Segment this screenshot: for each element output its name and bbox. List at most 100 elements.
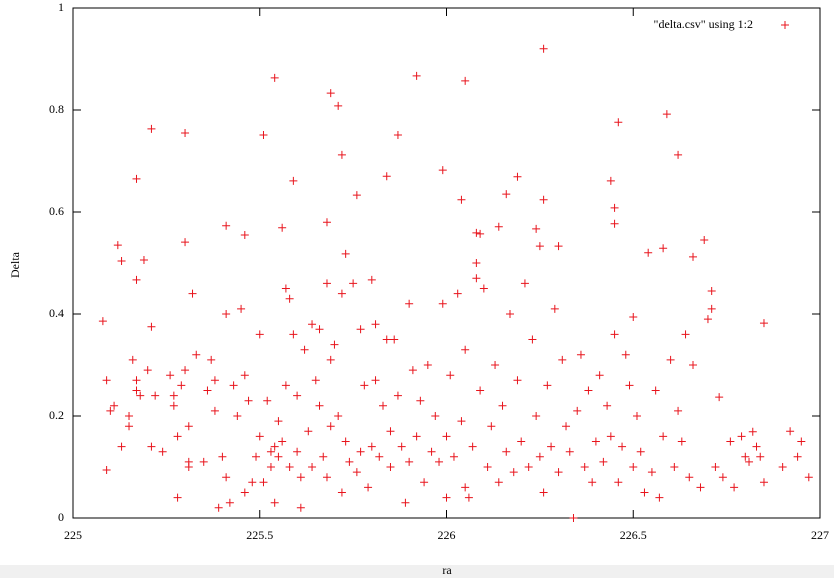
point [326,89,335,98]
point [128,355,137,364]
point [614,478,623,487]
point [132,275,141,284]
point [181,366,190,375]
point [618,442,627,451]
point [726,437,735,446]
x-tick-label: 226.5 [620,528,647,542]
x-tick-label: 225 [64,528,82,542]
point [532,224,541,233]
point [289,176,298,185]
point [457,195,466,204]
point [446,371,455,380]
point [491,361,500,369]
point [539,44,548,53]
point [270,498,279,507]
point [296,473,305,482]
point [420,478,429,487]
point [745,457,754,466]
point [461,345,470,354]
point [393,130,402,139]
point [337,150,346,159]
point [139,255,148,264]
point [274,452,283,461]
point [274,417,283,426]
point [326,422,335,431]
point [304,427,313,436]
point [173,493,182,502]
point [509,468,518,477]
point [554,242,563,251]
point [468,442,477,451]
point [423,361,432,369]
point [696,483,705,492]
point [442,493,451,502]
point [804,473,813,482]
point [741,452,750,461]
point [311,376,320,385]
point [584,386,593,395]
point [386,427,395,436]
point [106,406,115,415]
point [266,447,275,456]
point [659,244,668,253]
point [759,319,768,328]
point [125,422,134,431]
point [147,322,156,331]
point [670,463,679,471]
point [644,248,653,257]
point [285,294,294,303]
point [352,468,361,477]
point [513,172,522,181]
point [222,310,231,318]
point [252,452,261,461]
point [610,219,619,228]
point [296,503,305,512]
point [539,195,548,204]
point [132,386,141,395]
point [752,442,761,451]
point [210,406,219,415]
point [786,427,795,436]
point [102,376,111,385]
point [472,259,481,267]
point [166,371,175,380]
point [416,396,425,405]
point [113,241,122,250]
point [192,350,201,359]
point [505,310,514,318]
point [240,230,249,239]
point [293,391,302,400]
point [700,236,709,245]
point [756,452,765,461]
point [308,463,317,471]
point [181,238,190,247]
point [461,483,470,492]
y-tick-label: 0.8 [49,102,64,116]
point [177,381,186,390]
point [308,320,317,329]
point [711,463,720,471]
point [341,437,350,446]
point [367,442,376,451]
point [535,242,544,251]
point [520,279,529,288]
point [759,478,768,487]
point [158,447,167,456]
point [632,412,641,420]
point [438,166,447,175]
point [244,396,253,405]
point [207,355,216,364]
point [356,447,365,456]
point [685,473,694,482]
point [603,401,612,410]
point [98,317,107,326]
point [408,366,417,375]
point [132,376,141,385]
point [382,335,391,344]
point [229,381,238,390]
point [102,466,111,475]
point [707,287,716,296]
point [435,457,444,466]
point [218,452,227,461]
